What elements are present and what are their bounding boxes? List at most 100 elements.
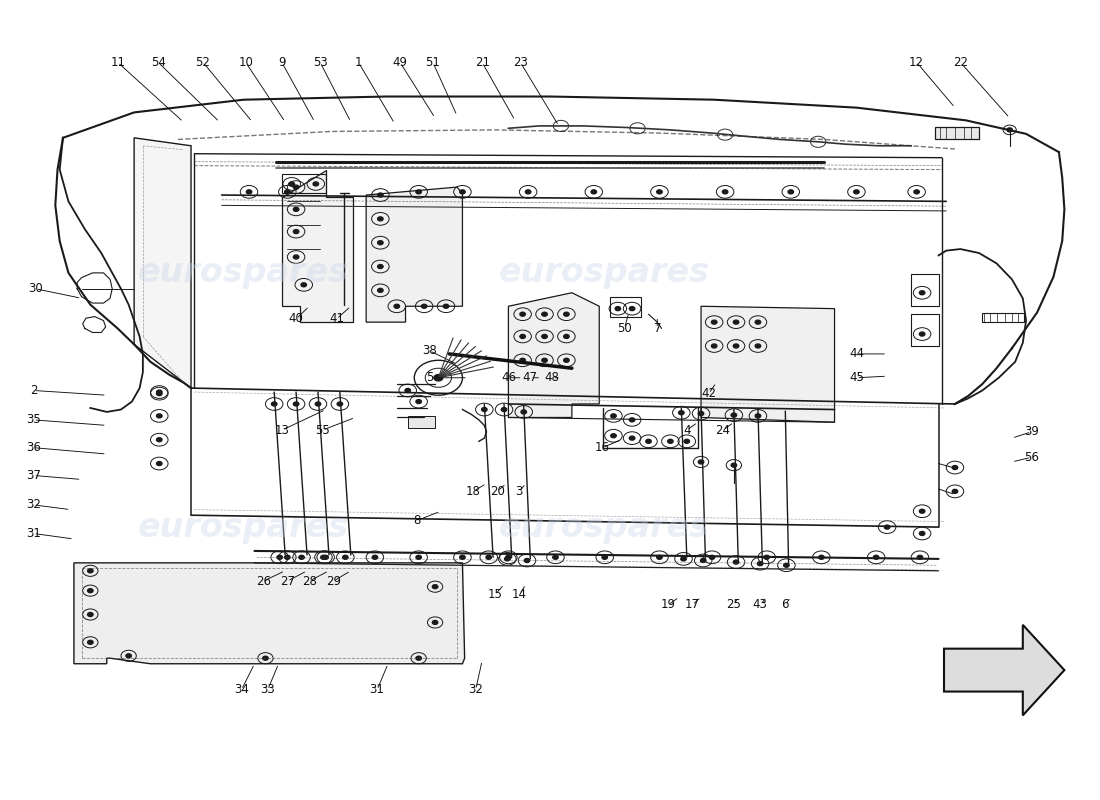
Text: 25: 25 (726, 598, 741, 611)
Circle shape (629, 436, 635, 440)
Circle shape (732, 463, 737, 467)
Circle shape (416, 656, 421, 660)
Circle shape (563, 334, 569, 338)
Circle shape (521, 410, 527, 414)
Bar (610, 297, 641, 317)
Circle shape (377, 241, 383, 245)
Circle shape (294, 230, 299, 234)
Text: 55: 55 (315, 424, 330, 437)
Circle shape (156, 390, 162, 394)
Text: 32: 32 (469, 683, 483, 697)
Circle shape (646, 439, 651, 443)
Circle shape (88, 640, 94, 644)
Text: 27: 27 (279, 574, 295, 588)
Text: 48: 48 (544, 371, 560, 384)
Circle shape (482, 407, 487, 411)
Text: 20: 20 (490, 485, 505, 498)
Circle shape (272, 402, 277, 406)
Circle shape (629, 306, 635, 310)
Text: 37: 37 (26, 469, 41, 482)
Text: eurospares: eurospares (499, 256, 711, 290)
Text: 11: 11 (110, 56, 125, 69)
Text: 2: 2 (30, 384, 37, 397)
Circle shape (668, 439, 673, 443)
Circle shape (920, 531, 925, 535)
Circle shape (953, 466, 958, 470)
Bar (935, 126, 979, 139)
Text: 50: 50 (617, 322, 631, 335)
Circle shape (657, 555, 662, 559)
Text: 6: 6 (782, 598, 789, 611)
Circle shape (681, 557, 686, 561)
Circle shape (263, 656, 268, 660)
Text: 41: 41 (329, 313, 344, 326)
Circle shape (920, 510, 925, 514)
Text: 43: 43 (752, 598, 768, 611)
Circle shape (156, 438, 162, 442)
Circle shape (679, 410, 684, 414)
Circle shape (443, 304, 449, 308)
Polygon shape (944, 625, 1065, 715)
Circle shape (337, 402, 342, 406)
Text: 56: 56 (1024, 450, 1040, 464)
Circle shape (783, 563, 789, 567)
Text: 40: 40 (288, 313, 304, 326)
Circle shape (394, 304, 399, 308)
Text: 16: 16 (595, 441, 610, 454)
Circle shape (460, 555, 465, 559)
Text: 30: 30 (29, 282, 43, 295)
Circle shape (788, 190, 793, 194)
Circle shape (505, 557, 510, 561)
Text: eurospares: eurospares (499, 510, 711, 544)
Circle shape (701, 558, 706, 562)
Text: 24: 24 (715, 424, 730, 437)
Circle shape (884, 525, 890, 529)
Circle shape (542, 334, 548, 338)
Circle shape (342, 555, 348, 559)
Circle shape (712, 320, 717, 324)
Circle shape (289, 182, 295, 186)
Circle shape (321, 555, 327, 559)
Circle shape (552, 555, 558, 559)
Text: 54: 54 (151, 56, 166, 69)
Circle shape (525, 558, 530, 562)
Text: 5: 5 (426, 371, 433, 384)
Bar (911, 314, 938, 346)
Circle shape (542, 358, 548, 362)
Circle shape (710, 555, 715, 559)
Polygon shape (282, 170, 353, 322)
Circle shape (520, 334, 526, 338)
Circle shape (758, 562, 763, 566)
Circle shape (629, 418, 635, 422)
Circle shape (372, 555, 377, 559)
Text: eurospares: eurospares (139, 510, 349, 544)
Circle shape (854, 190, 859, 194)
Polygon shape (74, 563, 464, 664)
Circle shape (723, 190, 728, 194)
Text: 4: 4 (683, 424, 691, 437)
Text: 12: 12 (909, 56, 924, 69)
Circle shape (377, 217, 383, 221)
Circle shape (377, 288, 383, 292)
Circle shape (416, 190, 421, 194)
Circle shape (88, 569, 94, 573)
Circle shape (610, 414, 616, 418)
Text: 21: 21 (474, 56, 490, 69)
Circle shape (764, 555, 769, 559)
Circle shape (299, 555, 305, 559)
Circle shape (88, 589, 94, 593)
Text: 31: 31 (26, 527, 41, 540)
Circle shape (953, 490, 958, 494)
Text: 53: 53 (312, 56, 328, 69)
Text: 36: 36 (26, 441, 41, 454)
Bar (911, 274, 938, 306)
Circle shape (277, 555, 283, 559)
Circle shape (602, 555, 607, 559)
Circle shape (285, 555, 290, 559)
Circle shape (873, 555, 879, 559)
Circle shape (526, 190, 531, 194)
Text: 38: 38 (422, 344, 437, 358)
Text: 9: 9 (278, 56, 286, 69)
Circle shape (156, 462, 162, 466)
Circle shape (563, 358, 569, 362)
